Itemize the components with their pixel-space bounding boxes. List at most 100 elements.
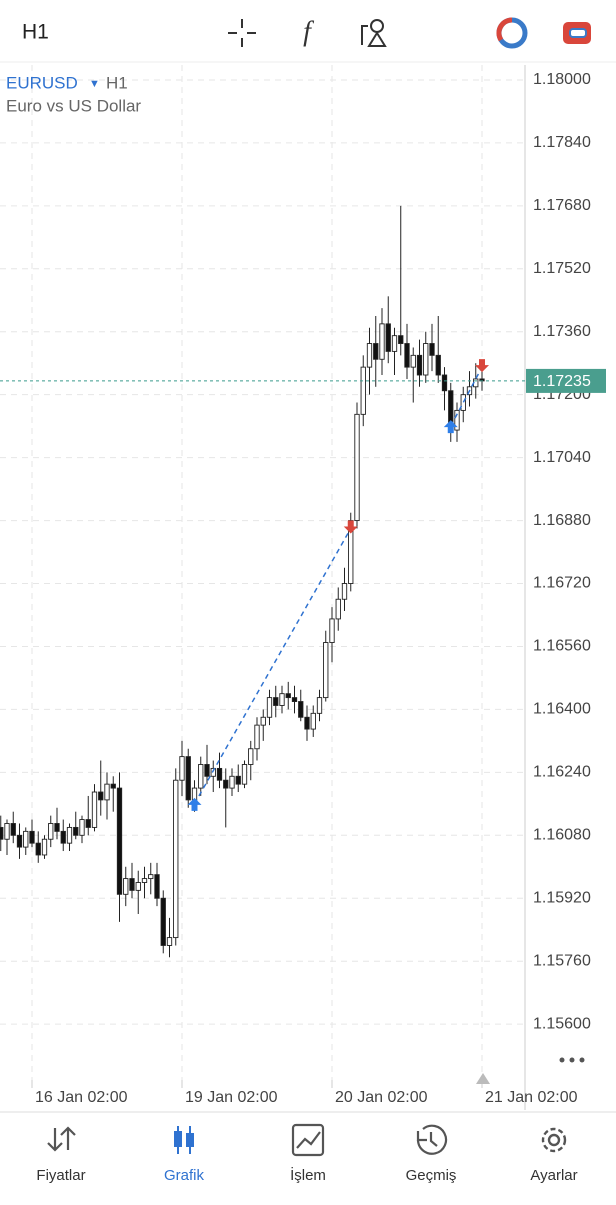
y-tick-label: 1.17840 xyxy=(533,134,591,151)
nav-label[interactable]: Grafik xyxy=(164,1167,205,1184)
nav-label[interactable]: Fiyatlar xyxy=(36,1167,85,1184)
candle-body xyxy=(210,767,216,777)
candle-body xyxy=(85,819,91,828)
last-price-tag xyxy=(526,368,606,393)
candle-body xyxy=(104,783,110,801)
objects-icon[interactable] xyxy=(361,19,387,47)
candle-body xyxy=(198,764,204,789)
candle-body xyxy=(116,787,123,895)
candle-body xyxy=(304,716,310,730)
candle-body xyxy=(123,878,129,895)
candle-body xyxy=(366,343,373,368)
y-tick-label: 1.17680 xyxy=(533,197,591,214)
candle-body xyxy=(135,882,141,891)
timeframe-button[interactable]: H1 xyxy=(22,21,49,44)
y-tick-label: 1.15600 xyxy=(533,1015,591,1032)
candle-body xyxy=(329,618,335,643)
trade-icon[interactable] xyxy=(496,17,528,49)
candle-body xyxy=(410,354,416,368)
candle-body xyxy=(4,823,10,840)
candle-body xyxy=(73,826,79,836)
x-tick-label: 16 Jan 02:00 xyxy=(35,1089,128,1106)
candle-body xyxy=(173,779,179,939)
candle-body xyxy=(166,937,173,946)
candle-body xyxy=(241,764,248,785)
settings-icon[interactable] xyxy=(541,1127,567,1153)
candle-body xyxy=(423,343,429,376)
candle-body xyxy=(35,842,41,856)
candle-body xyxy=(129,878,135,891)
trade-line xyxy=(193,528,352,805)
candle-body xyxy=(10,823,16,836)
y-tick-label: 1.16880 xyxy=(533,512,591,529)
candle-body xyxy=(291,697,298,702)
trade-nav-icon[interactable] xyxy=(291,1123,325,1157)
candle-body xyxy=(404,343,410,368)
chart: 1.18000 1.17840 1.17680 1.17520 1.17360 1.172… xyxy=(0,65,606,1110)
y-tick-label: 1.17360 xyxy=(533,323,591,340)
y-tick-label: 1.16560 xyxy=(533,638,591,655)
candle-body xyxy=(373,343,379,360)
y-tick-label: 1.17040 xyxy=(533,449,591,466)
last-price-label: 1.17235 xyxy=(533,373,591,390)
candle-body xyxy=(273,697,279,706)
candle-body xyxy=(323,642,329,699)
history-icon[interactable] xyxy=(416,1124,448,1155)
candle-body xyxy=(379,323,385,360)
nav-label[interactable]: Geçmiş xyxy=(406,1167,457,1184)
candle-body xyxy=(260,716,266,726)
candle-body xyxy=(385,323,391,352)
account-icon[interactable] xyxy=(563,22,591,44)
candle-body xyxy=(310,712,316,730)
candle-body xyxy=(391,335,398,352)
scroll-marker[interactable] xyxy=(476,1073,490,1084)
y-tick-label: 1.15760 xyxy=(533,952,591,969)
candle-body xyxy=(54,823,60,832)
chart-icon[interactable] xyxy=(174,1126,194,1154)
candle-body xyxy=(354,413,360,522)
nav-label[interactable]: Ayarlar xyxy=(530,1167,577,1184)
candle-body xyxy=(441,374,448,392)
candle-body xyxy=(141,878,148,883)
crosshair-icon[interactable] xyxy=(228,19,256,47)
candle-body xyxy=(235,775,241,785)
y-tick-label: 1.15920 xyxy=(533,889,591,906)
candle-body xyxy=(154,874,160,899)
candle-body xyxy=(254,724,260,750)
candle-body xyxy=(23,830,29,848)
candle-body xyxy=(66,826,73,844)
candle-body xyxy=(204,764,210,777)
x-tick-label: 19 Jan 02:00 xyxy=(185,1089,278,1106)
y-tick-label: 1.18000 xyxy=(533,71,591,88)
symbol[interactable]: EURUSD xyxy=(6,73,78,92)
candle-body xyxy=(454,409,460,431)
candle-body xyxy=(266,697,273,718)
candle-body xyxy=(360,366,366,415)
candle-body xyxy=(160,897,166,946)
chart-timeframe: H1 xyxy=(106,73,128,92)
candle-body xyxy=(98,791,104,801)
nav-label[interactable]: İşlem xyxy=(290,1166,326,1184)
candle-body xyxy=(416,354,423,376)
indicators-icon[interactable]: f xyxy=(303,16,314,47)
buy-marker xyxy=(187,797,202,811)
trade-line xyxy=(450,366,483,427)
candle-body xyxy=(91,791,98,828)
candle-body xyxy=(16,834,23,848)
x-tick-label: 21 Jan 02:00 xyxy=(485,1089,578,1106)
candle-body xyxy=(435,354,441,376)
candle-body xyxy=(60,830,66,844)
candle-body xyxy=(48,823,54,840)
candle-body xyxy=(29,830,35,844)
symbol-description: Euro vs US Dollar xyxy=(6,96,141,115)
quotes-icon[interactable] xyxy=(47,1126,76,1152)
candle-body xyxy=(285,693,291,699)
candle-body xyxy=(229,775,235,789)
sell-marker xyxy=(343,520,358,534)
symbol-dropdown[interactable]: ▼ xyxy=(89,78,100,90)
candle-body xyxy=(0,826,4,840)
more-button[interactable] xyxy=(559,1057,585,1063)
candle-body xyxy=(148,874,154,880)
y-tick-label: 1.16720 xyxy=(533,575,591,592)
